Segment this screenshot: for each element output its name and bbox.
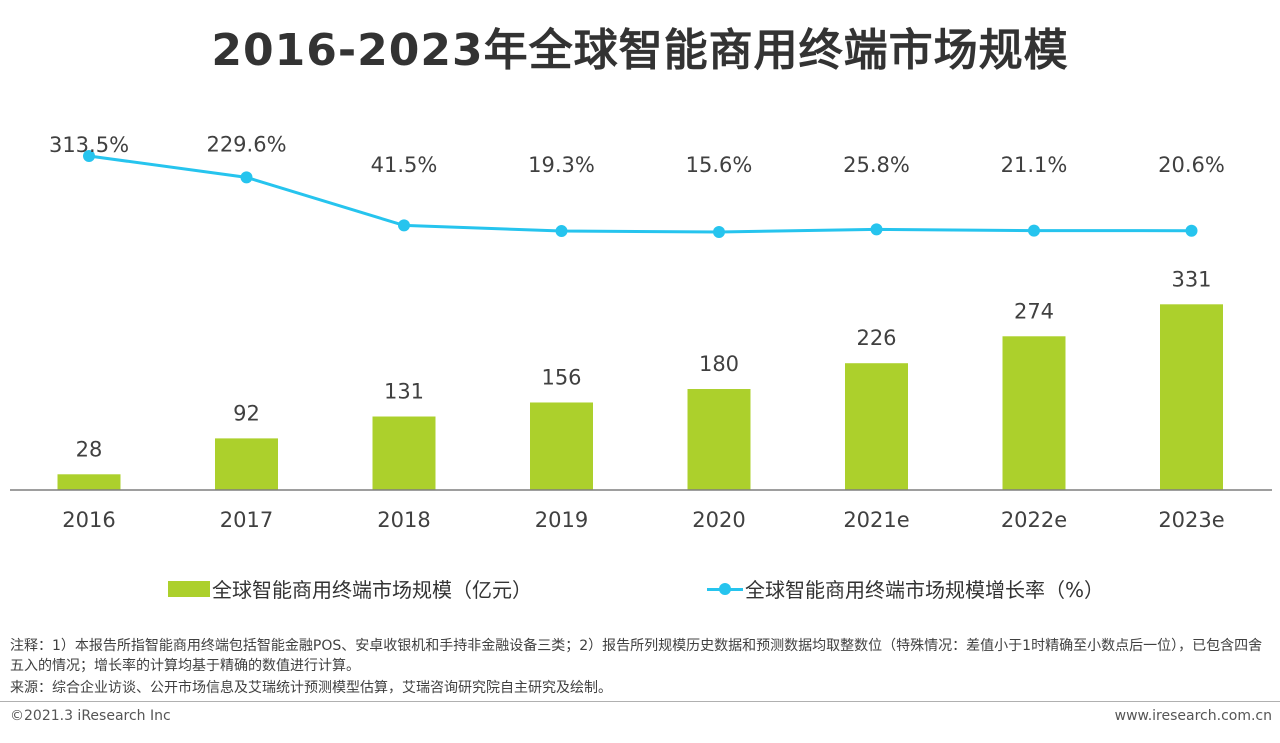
bar-label-2016: 28 [76, 437, 103, 461]
growth-rate-data-labels: 313.5% 229.6% 41.5% 19.3% 15.6% 25.8% 21.1% 20.… [49, 132, 1225, 177]
bar-label-2018: 131 [384, 380, 424, 404]
x-tick-2023e: 2023e [1158, 508, 1224, 532]
x-tick-2020: 2020 [692, 508, 745, 532]
bar-label-2022e: 274 [1014, 299, 1054, 323]
source-note: 来源：综合企业访谈、公开市场信息及艾瑞统计预测模型估算，艾瑞咨询研究院自主研究及… [10, 680, 612, 696]
website-link[interactable]: www.iresearch.com.cn [1114, 708, 1272, 724]
growth-label-2023e: 20.6% [1158, 153, 1225, 177]
chart-title: 2016-2023年全球智能商用终端市场规模 [211, 25, 1069, 76]
bar-2019 [530, 402, 593, 490]
copyright: ©2021.3 iResearch Inc [10, 708, 171, 724]
growth-label-2019: 19.3% [528, 153, 595, 177]
x-tick-2021e: 2021e [843, 508, 909, 532]
bar-2020 [687, 389, 751, 490]
legend-line-label: 全球智能商用终端市场规模增长率（%） [745, 578, 1105, 602]
bar-2016 [57, 474, 121, 490]
bar-series [57, 304, 1223, 490]
bar-label-2019: 156 [541, 365, 581, 389]
x-axis-tick-labels: 2016 2017 2018 2019 2020 2021e 2022e 2023e [62, 508, 1224, 532]
x-tick-2022e: 2022e [1001, 508, 1067, 532]
growth-point-2022e [1028, 224, 1040, 237]
bar-label-2017: 92 [233, 401, 260, 425]
x-tick-2017: 2017 [220, 508, 273, 532]
legend-bar-label: 全球智能商用终端市场规模（亿元） [212, 578, 532, 602]
bar-label-2020: 180 [699, 352, 739, 376]
combo-chart: 2016 2017 2018 2019 2020 2021e 2022e 2023e 28 92… [10, 132, 1272, 532]
bar-2023e [1160, 304, 1223, 490]
bar-label-2023e: 331 [1171, 267, 1211, 291]
bar-2017 [215, 438, 278, 490]
legend-bar-item: 全球智能商用终端市场规模（亿元） [168, 574, 532, 603]
growth-point-2019 [555, 225, 568, 238]
x-tick-2018: 2018 [377, 508, 430, 532]
bar-2022e [1002, 336, 1066, 490]
growth-label-2022e: 21.1% [1001, 153, 1068, 177]
growth-label-2017: 229.6% [206, 132, 286, 156]
growth-label-2016: 313.5% [49, 133, 129, 157]
growth-point-2016 [83, 150, 95, 162]
growth-point-2023e [1185, 224, 1198, 237]
footer-divider [0, 701, 1280, 702]
growth-point-2017 [240, 171, 253, 184]
bar-2018 [372, 416, 436, 490]
x-tick-2016: 2016 [62, 508, 115, 532]
bar-data-labels: 28 92 131 156 180 226 274 331 [76, 267, 1212, 461]
bar-2021e [845, 363, 908, 490]
legend-line-item: 全球智能商用终端市场规模增长率（%） [707, 574, 1104, 603]
growth-rate-line [88, 154, 1192, 234]
bar-label-2021e: 226 [856, 326, 896, 350]
legend-line-swatch [707, 579, 743, 599]
growth-label-2020: 15.6% [686, 153, 753, 177]
growth-point-2021e [870, 223, 883, 236]
growth-label-2021e: 25.8% [843, 153, 910, 177]
growth-rate-markers [83, 150, 1198, 238]
growth-point-2020 [713, 226, 725, 238]
growth-point-2018 [398, 219, 410, 232]
legend-bar-swatch [168, 580, 210, 597]
growth-label-2018: 41.5% [371, 153, 438, 177]
footnote: 注释：1）本报告所指智能商用终端包括智能金融POS、安卓收银机和手持非金融设备三… [10, 638, 1263, 674]
x-tick-2019: 2019 [535, 508, 588, 532]
